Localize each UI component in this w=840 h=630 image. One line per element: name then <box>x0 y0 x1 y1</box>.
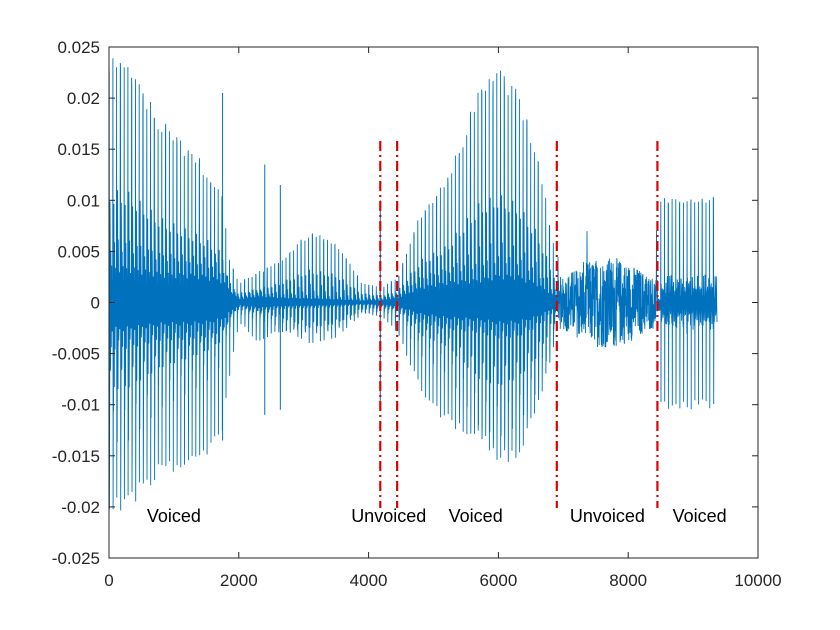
x-tick-label: 2000 <box>220 571 258 590</box>
waveform-series <box>108 58 718 511</box>
segment-label: Voiced <box>449 506 503 526</box>
y-axis: -0.025 -0.02 -0.015 -0.01 -0.005 0 0.005 0.01 0.… <box>52 38 758 568</box>
segment-annotations: Voiced Unvoiced Voiced Unvoiced Voiced <box>147 506 727 526</box>
y-tick-label: -0.01 <box>61 396 100 415</box>
y-tick-label: 0.015 <box>57 140 100 159</box>
y-tick-label: 0.02 <box>67 89 100 108</box>
y-tick-label: 0.01 <box>67 191 100 210</box>
segment-label: Voiced <box>673 506 727 526</box>
segment-label: Unvoiced <box>351 506 426 526</box>
y-tick-label: 0.025 <box>57 38 100 57</box>
segment-boundaries <box>379 141 659 508</box>
y-tick-label: -0.005 <box>52 345 100 364</box>
x-tick-label: 6000 <box>479 571 517 590</box>
segment-label: Unvoiced <box>570 506 645 526</box>
x-tick-label: 10000 <box>734 571 781 590</box>
x-tick-label: 8000 <box>609 571 647 590</box>
x-tick-label: 0 <box>104 571 113 590</box>
segment-label: Voiced <box>147 506 201 526</box>
y-tick-label: 0.005 <box>57 242 100 261</box>
y-tick-label: -0.015 <box>52 447 100 466</box>
y-tick-label: -0.02 <box>61 498 100 517</box>
waveform-line <box>108 58 718 511</box>
x-axis: 0 2000 4000 6000 8000 10000 <box>104 47 782 590</box>
y-tick-label: -0.025 <box>52 549 100 568</box>
y-tick-label: 0 <box>91 294 100 313</box>
x-tick-label: 4000 <box>350 571 388 590</box>
